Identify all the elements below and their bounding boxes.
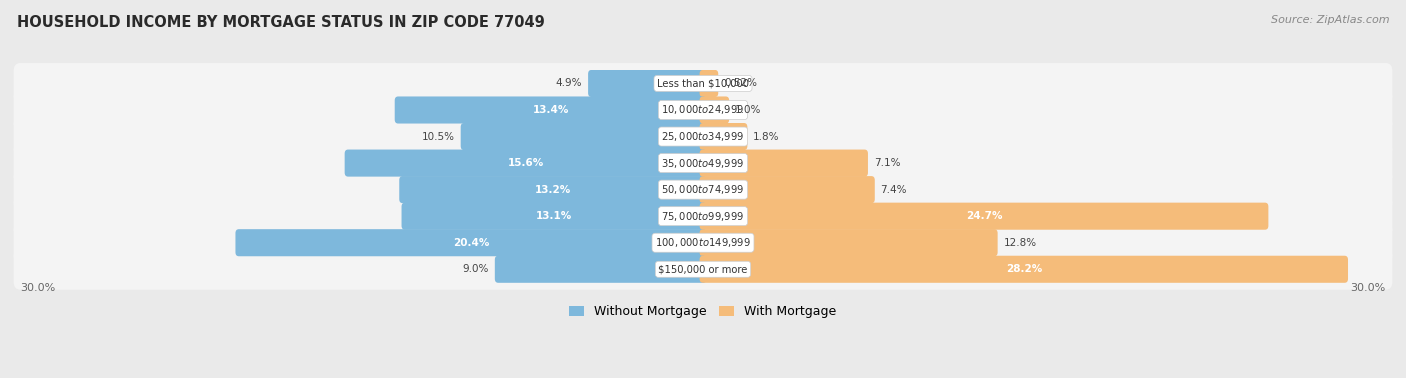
FancyBboxPatch shape xyxy=(700,96,730,124)
FancyBboxPatch shape xyxy=(14,116,1392,157)
FancyBboxPatch shape xyxy=(495,256,706,283)
FancyBboxPatch shape xyxy=(14,249,1392,290)
Text: $35,000 to $49,999: $35,000 to $49,999 xyxy=(661,156,745,170)
Text: 13.2%: 13.2% xyxy=(534,184,571,195)
FancyBboxPatch shape xyxy=(344,150,706,177)
Text: 9.0%: 9.0% xyxy=(463,264,489,274)
FancyBboxPatch shape xyxy=(14,90,1392,130)
Text: 4.9%: 4.9% xyxy=(555,79,582,88)
FancyBboxPatch shape xyxy=(461,123,706,150)
Text: Source: ZipAtlas.com: Source: ZipAtlas.com xyxy=(1271,15,1389,25)
Text: 15.6%: 15.6% xyxy=(508,158,544,168)
FancyBboxPatch shape xyxy=(700,256,1348,283)
Text: 20.4%: 20.4% xyxy=(453,238,489,248)
Text: $50,000 to $74,999: $50,000 to $74,999 xyxy=(661,183,745,196)
Text: 28.2%: 28.2% xyxy=(1005,264,1042,274)
Text: 30.0%: 30.0% xyxy=(1350,283,1385,293)
Text: Less than $10,000: Less than $10,000 xyxy=(657,79,749,88)
FancyBboxPatch shape xyxy=(700,123,748,150)
FancyBboxPatch shape xyxy=(700,176,875,203)
Text: 13.4%: 13.4% xyxy=(533,105,569,115)
Text: HOUSEHOLD INCOME BY MORTGAGE STATUS IN ZIP CODE 77049: HOUSEHOLD INCOME BY MORTGAGE STATUS IN Z… xyxy=(17,15,544,30)
FancyBboxPatch shape xyxy=(14,222,1392,263)
FancyBboxPatch shape xyxy=(395,96,706,124)
Text: $25,000 to $34,999: $25,000 to $34,999 xyxy=(661,130,745,143)
Text: 7.4%: 7.4% xyxy=(880,184,907,195)
FancyBboxPatch shape xyxy=(700,150,868,177)
Text: 10.5%: 10.5% xyxy=(422,132,456,141)
FancyBboxPatch shape xyxy=(588,70,706,97)
FancyBboxPatch shape xyxy=(14,63,1392,104)
FancyBboxPatch shape xyxy=(14,169,1392,210)
Text: 30.0%: 30.0% xyxy=(21,283,56,293)
FancyBboxPatch shape xyxy=(235,229,706,256)
Legend: Without Mortgage, With Mortgage: Without Mortgage, With Mortgage xyxy=(564,300,842,323)
Text: $150,000 or more: $150,000 or more xyxy=(658,264,748,274)
Text: $10,000 to $24,999: $10,000 to $24,999 xyxy=(661,104,745,116)
FancyBboxPatch shape xyxy=(700,203,1268,230)
Text: 13.1%: 13.1% xyxy=(536,211,572,221)
Text: $100,000 to $149,999: $100,000 to $149,999 xyxy=(655,236,751,249)
FancyBboxPatch shape xyxy=(402,203,706,230)
Text: 7.1%: 7.1% xyxy=(873,158,900,168)
Text: 24.7%: 24.7% xyxy=(966,211,1002,221)
FancyBboxPatch shape xyxy=(14,143,1392,184)
Text: 1.0%: 1.0% xyxy=(735,105,761,115)
FancyBboxPatch shape xyxy=(700,70,718,97)
FancyBboxPatch shape xyxy=(399,176,706,203)
Text: $75,000 to $99,999: $75,000 to $99,999 xyxy=(661,210,745,223)
Text: 0.52%: 0.52% xyxy=(724,79,756,88)
Text: 1.8%: 1.8% xyxy=(754,132,779,141)
FancyBboxPatch shape xyxy=(14,196,1392,237)
FancyBboxPatch shape xyxy=(700,229,998,256)
Text: 12.8%: 12.8% xyxy=(1004,238,1036,248)
